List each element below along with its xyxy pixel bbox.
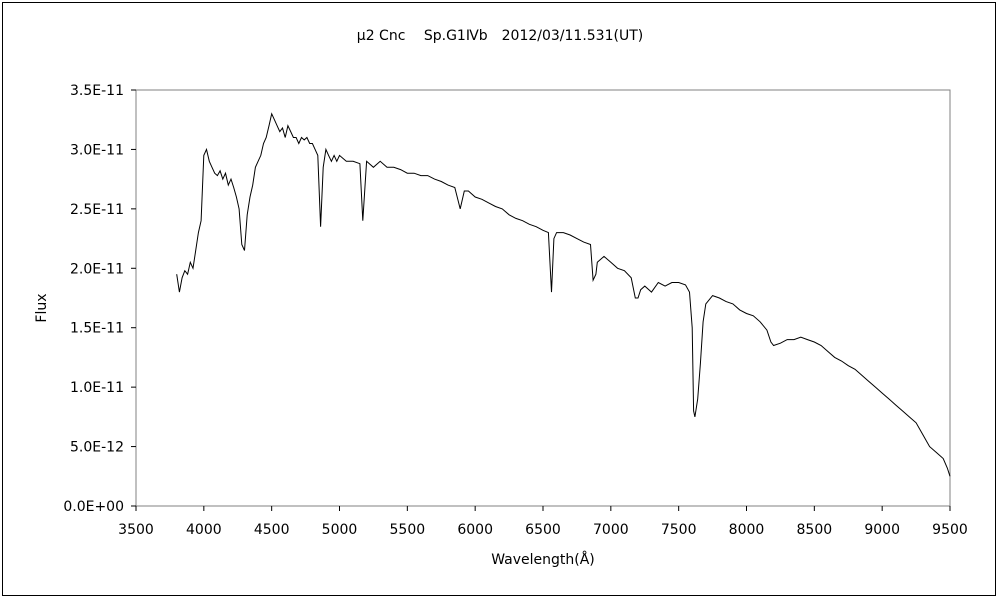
x-tick-label: 4500 bbox=[254, 522, 290, 538]
y-tick-label: 2.0E-11 bbox=[70, 261, 124, 277]
x-tick-label: 6500 bbox=[525, 522, 561, 538]
x-tick-label: 8500 bbox=[797, 522, 833, 538]
x-axis: 3500 4000 4500 5000 5500 6000 6500 7000 7500 8000… bbox=[118, 506, 968, 538]
x-tick-label: 5000 bbox=[322, 522, 358, 538]
y-tick-label: 2.5E-11 bbox=[70, 202, 124, 218]
x-tick-label: 4000 bbox=[186, 522, 222, 538]
y-tick-label: 5.0E-12 bbox=[70, 440, 124, 456]
x-tick-label: 9500 bbox=[932, 522, 968, 538]
x-tick-label: 3500 bbox=[118, 522, 154, 538]
y-axis-label: Flux bbox=[34, 293, 50, 322]
x-axis-label: Wavelength(Å) bbox=[491, 551, 595, 568]
y-tick-label: 3.0E-11 bbox=[70, 142, 124, 158]
y-axis: 0.0E+00 5.0E-12 1.0E-11 1.5E-11 2.0E-11 2.5E-… bbox=[63, 83, 136, 515]
x-tick-label: 9000 bbox=[864, 522, 900, 538]
x-tick-label: 8000 bbox=[729, 522, 765, 538]
x-tick-label: 7500 bbox=[661, 522, 697, 538]
spectrum-line bbox=[176, 112, 951, 477]
y-tick-label: 1.0E-11 bbox=[70, 380, 124, 396]
x-tick-label: 7000 bbox=[593, 522, 629, 538]
x-tick-label: 6000 bbox=[457, 522, 493, 538]
y-tick-label: 3.5E-11 bbox=[70, 83, 124, 99]
plot-area bbox=[135, 89, 951, 507]
series-layer bbox=[176, 112, 951, 477]
y-tick-label: 0.0E+00 bbox=[63, 499, 124, 515]
y-tick-label: 1.5E-11 bbox=[70, 321, 124, 337]
x-tick-label: 5500 bbox=[390, 522, 426, 538]
chart-title: μ2 Cnc Sp.G1Ⅳb 2012/03/11.531(UT) bbox=[357, 28, 643, 44]
